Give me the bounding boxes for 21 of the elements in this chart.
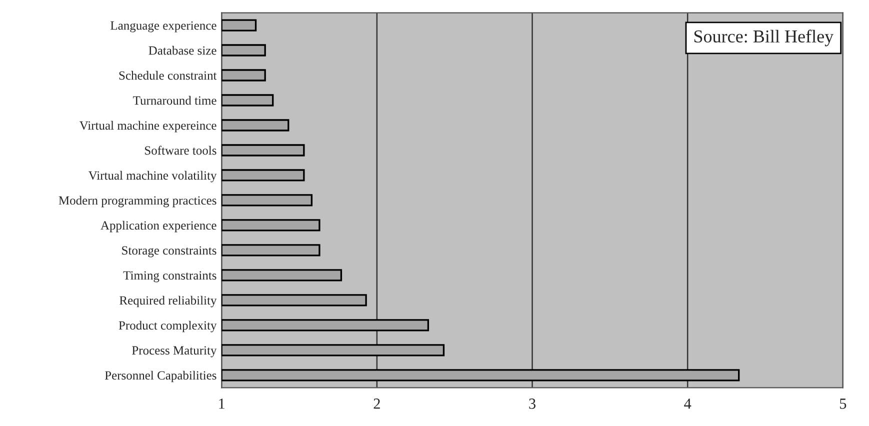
x-tick-label: 5	[840, 398, 846, 409]
y-tick-label: Schedule constraint	[119, 70, 217, 80]
y-tick-label: Database size	[148, 46, 216, 55]
y-tick-label: Required reliability	[120, 296, 217, 308]
y-tick-label: Virtual machine expereince	[80, 120, 216, 132]
y-tick-label: Modern programming practices	[58, 196, 216, 208]
y-tick-label: Process Maturity	[132, 346, 217, 358]
y-tick-label: Virtual machine volatility	[88, 170, 217, 182]
x-tick-label: 4	[684, 398, 692, 409]
y-tick-label: Turnaround time	[133, 96, 216, 105]
y-tick-label: Timing constraints	[123, 271, 216, 282]
y-tick-label: Storage constraints	[122, 246, 216, 258]
y-tick-label: Language experience	[110, 21, 216, 32]
x-tick-label: 1	[219, 398, 224, 409]
y-tick-label: Personnel Capabilities	[104, 370, 216, 382]
y-tick-label: Product complexity	[118, 320, 217, 332]
y-tick-label: Software tools	[145, 146, 216, 155]
y-tick-label: Application experience	[100, 220, 216, 232]
x-tick-label: 3	[529, 398, 536, 409]
x-tick-label: 2	[374, 398, 380, 409]
annotation: Source: Bill Hefley	[694, 30, 834, 46]
